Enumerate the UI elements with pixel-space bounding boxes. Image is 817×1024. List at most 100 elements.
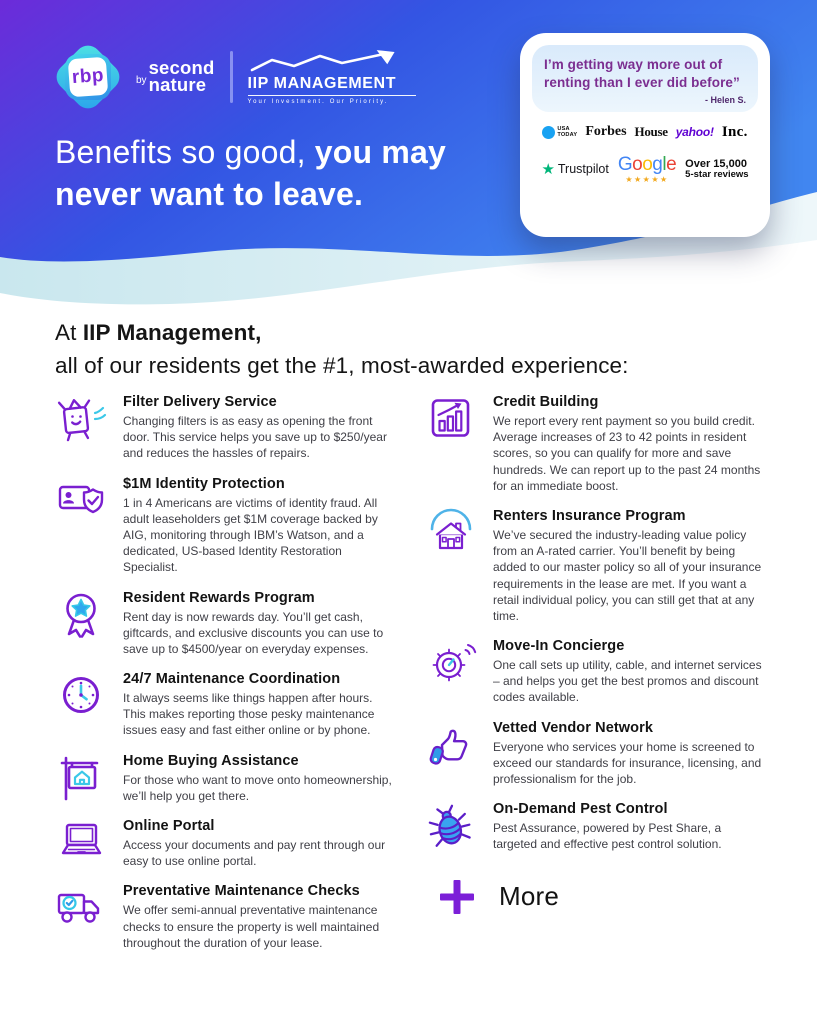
review-count: Over 15,000 5-star reviews	[685, 158, 748, 181]
benefit-body: Access your documents and pay rent throu…	[123, 838, 386, 869]
benefit-item-renters-insurance: Renters Insurance Program We’ve secured …	[425, 506, 765, 624]
usa-today-circle-icon	[542, 125, 556, 139]
benefit-item-pest-control: On-Demand Pest Control Pest Assurance, p…	[425, 799, 765, 852]
brand-line2: nature	[148, 74, 207, 96]
benefit-item-home-buying: Home Buying Assistance For those who wan…	[55, 751, 395, 804]
identity-protection-icon	[58, 485, 104, 513]
growth-arrow-icon	[250, 49, 395, 71]
benefits-column-right: Credit Building We report every rent pay…	[425, 392, 765, 951]
usa-today-logo: USA TODAY	[542, 125, 578, 139]
usa-today-line2: TODAY	[557, 132, 578, 139]
benefit-item-resident-rewards: Resident Rewards Program Rent day is now…	[55, 588, 395, 658]
benefit-title: Credit Building	[493, 394, 599, 410]
rbp-logo: rbp	[51, 40, 125, 114]
credit-building-icon	[431, 399, 470, 437]
headline-regular: Benefits so good,	[55, 134, 315, 170]
benefit-title: Preventative Maintenance Checks	[123, 883, 360, 900]
benefit-title: Move-In Concierge	[493, 638, 625, 655]
google-letter: o	[632, 153, 643, 175]
benefit-body: Everyone who services your home is scree…	[493, 739, 762, 786]
more-label: More	[499, 881, 560, 912]
google-letter: o	[642, 153, 653, 175]
benefits-column-left: Filter Delivery Service Changing filters…	[55, 392, 395, 951]
benefit-item-filter-delivery: Filter Delivery Service Changing filters…	[55, 392, 395, 462]
five-stars-icon: ★★★★★	[625, 174, 669, 184]
pest-control-icon	[428, 804, 471, 848]
benefit-item-vetted-vendor: Vetted Vendor Network Everyone who servi…	[425, 718, 765, 788]
maintenance-clock-icon	[63, 677, 99, 714]
headline-bold: you may never want to leave.	[55, 134, 447, 213]
second-nature-logo: bysecond nature	[136, 57, 215, 96]
benefit-title: $1M Identity Protection	[123, 475, 285, 492]
trustpilot-name: Trustpilot	[557, 162, 609, 177]
benefit-body: One call sets up utility, cable, and int…	[493, 658, 762, 705]
quote-box: I’m getting way more out of renting than…	[532, 45, 758, 112]
benefit-item-identity-protection: $1M Identity Protection 1 in 4 Americans…	[55, 474, 395, 576]
iip-management-logo: IIP MANAGEMENT Your Investment. Our Prio…	[247, 49, 416, 105]
benefit-body: For those who want to move onto homeowne…	[123, 772, 392, 803]
move-in-concierge-icon	[432, 644, 477, 682]
house-logo: House	[634, 124, 668, 140]
logo-divider	[229, 51, 233, 103]
benefit-title: 24/7 Maintenance Coordination	[123, 671, 341, 688]
quote-attribution: - Helen S.	[704, 94, 746, 105]
benefit-item-move-in-concierge: Move-In Concierge One call sets up utili…	[425, 636, 765, 706]
renters-insurance-icon	[430, 508, 472, 550]
iip-logo-name: IIP MANAGEMENT	[247, 74, 397, 92]
quote-text: I’m getting way more out of renting than…	[544, 57, 740, 90]
benefit-item-credit-building: Credit Building We report every rent pay…	[425, 392, 765, 494]
benefit-title: Renters Insurance Program	[493, 507, 686, 524]
intro-line2: all of our residents get the #1, most-aw…	[55, 353, 629, 379]
online-portal-icon	[61, 823, 102, 855]
benefit-body: We report every rent payment so you buil…	[493, 414, 761, 493]
filter-delivery-icon	[57, 399, 107, 442]
forbes-logo: Forbes	[585, 124, 627, 140]
google-letter: G	[617, 153, 633, 175]
maintenance-truck-icon	[57, 894, 100, 924]
home-buying-icon	[60, 756, 99, 800]
review-count-line1: Over 15,000	[685, 157, 747, 170]
by-label: by	[136, 75, 147, 87]
benefit-body: Pest Assurance, powered by Pest Share, a…	[493, 821, 722, 852]
intro-line1-prefix: At	[55, 320, 83, 345]
yahoo-logo: yahoo!	[675, 125, 714, 140]
trustpilot-star-icon: ★	[541, 160, 555, 178]
benefit-title: Filter Delivery Service	[123, 394, 277, 410]
google-letter: e	[666, 153, 677, 175]
benefit-title: Online Portal	[123, 818, 215, 834]
intro-line1-bold: IIP Management,	[82, 320, 262, 345]
reviews-row: ★ Trustpilot Google ★★★★★ Over 15,000 5-…	[532, 155, 758, 184]
vetted-vendor-icon	[429, 729, 468, 765]
benefit-title: Home Buying Assistance	[123, 752, 299, 769]
intro-heading: At IIP Management, all of our residents …	[55, 316, 629, 382]
benefit-item-maintenance: 24/7 Maintenance Coordination It always …	[55, 669, 395, 739]
benefits-grid: Filter Delivery Service Changing filters…	[55, 392, 765, 951]
header-logo-row: rbp bysecond nature IIP MANAGEMENT Your I…	[51, 40, 416, 114]
benefit-body: It always seems like things happen after…	[123, 691, 375, 738]
benefit-body: Rent day is now rewards day. You’ll get …	[123, 609, 384, 656]
benefit-body: 1 in 4 Americans are victims of identity…	[123, 495, 378, 575]
review-count-line2: 5-star reviews	[685, 169, 749, 181]
press-logos-row: USA TODAY Forbes House yahoo! Inc.	[532, 124, 758, 141]
headline: Benefits so good, you may never want to …	[55, 131, 505, 215]
testimonial-card: I’m getting way more out of renting than…	[520, 33, 770, 237]
more-row: More	[437, 877, 765, 917]
benefit-item-preventative-maintenance: Preventative Maintenance Checks We offer…	[55, 881, 395, 951]
benefit-title: Vetted Vendor Network	[493, 719, 654, 736]
benefit-body: Changing filters is as easy as opening t…	[123, 414, 387, 461]
rbp-badge-inner: rbp	[67, 56, 109, 98]
google-letter: g	[652, 153, 663, 175]
benefit-title: Resident Rewards Program	[123, 589, 315, 606]
rbp-badge-text: rbp	[71, 64, 105, 89]
trustpilot-logo: ★ Trustpilot	[541, 162, 608, 177]
google-logo: Google ★★★★★	[617, 153, 677, 184]
benefit-item-online-portal: Online Portal Access your documents and …	[55, 816, 395, 869]
google-letter: l	[662, 153, 667, 175]
inc-logo: Inc.	[721, 123, 748, 140]
benefit-body: We’ve secured the industry-leading value…	[493, 527, 762, 623]
brand-line1: second	[148, 57, 215, 79]
resident-rewards-icon	[66, 593, 96, 638]
usa-today-line1: USA	[557, 126, 570, 133]
plus-icon	[440, 879, 474, 914]
